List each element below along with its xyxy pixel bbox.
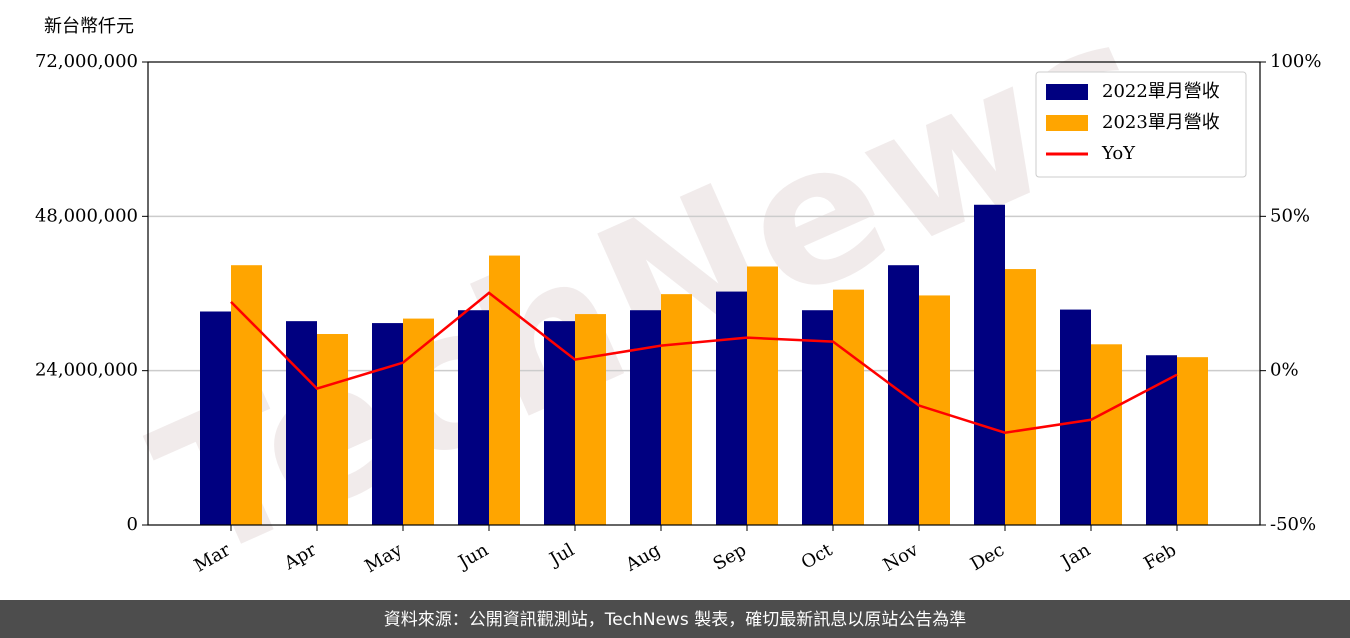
- y2-tick-label: 50%: [1270, 205, 1310, 226]
- bar: [458, 310, 489, 525]
- line: [230, 291, 1178, 434]
- bar: [1177, 357, 1208, 525]
- bar: [286, 321, 317, 525]
- bar: [231, 265, 262, 525]
- x-tick-label: Aug: [621, 539, 664, 576]
- legend-swatch: [1046, 115, 1088, 131]
- y-axis-label: 新台幣仟元: [44, 16, 134, 37]
- x-tick-label: Dec: [967, 539, 1008, 575]
- x-tick-label: Oct: [798, 539, 837, 574]
- x-tick-label: May: [361, 539, 406, 577]
- bar: [833, 289, 864, 525]
- y-tick-label: 0: [127, 514, 138, 535]
- bar: [716, 291, 747, 525]
- bar: [661, 294, 692, 525]
- legend-label: 2023單月營收: [1102, 112, 1220, 133]
- x-tick-label: Jul: [544, 539, 578, 571]
- footer-bar: [0, 600, 1350, 638]
- bar: [747, 266, 778, 525]
- y2-tick-label: 100%: [1270, 51, 1321, 72]
- bar: [1146, 355, 1177, 525]
- x-tick-label: Feb: [1140, 539, 1180, 574]
- legend-swatch: [1046, 84, 1088, 100]
- y2-tick-label: 0%: [1270, 360, 1299, 381]
- legend-label: 2022單月營收: [1102, 81, 1220, 102]
- x-tick-label: Jan: [1056, 539, 1094, 573]
- bar: [489, 255, 520, 525]
- bar: [544, 321, 575, 525]
- bar: [630, 310, 661, 525]
- y2-tick-label: -50%: [1270, 514, 1316, 535]
- legend-box: [1035, 71, 1247, 178]
- bar: [317, 334, 348, 525]
- bar: [802, 310, 833, 525]
- plot-frame: [147, 61, 1261, 526]
- bar: [575, 314, 606, 525]
- footer-text: 資料來源：公開資訊觀測站，TechNews 製表，確切最新訊息以原站公告為準: [384, 610, 966, 630]
- bar: [1005, 269, 1036, 525]
- bar: [372, 323, 403, 525]
- y-tick-label: 48,000,000: [35, 205, 138, 226]
- legend-label: YoY: [1101, 143, 1136, 164]
- x-tick-label: Nov: [880, 539, 923, 576]
- x-tick-label: Jun: [453, 539, 492, 574]
- bar: [403, 318, 434, 525]
- bar: [200, 311, 231, 525]
- bar: [974, 204, 1005, 525]
- bar: [1060, 309, 1091, 525]
- bar: [1091, 344, 1122, 525]
- y-tick-label: 24,000,000: [35, 360, 138, 381]
- x-tick-label: Sep: [710, 539, 750, 574]
- y-tick-label: 72,000,000: [35, 51, 138, 72]
